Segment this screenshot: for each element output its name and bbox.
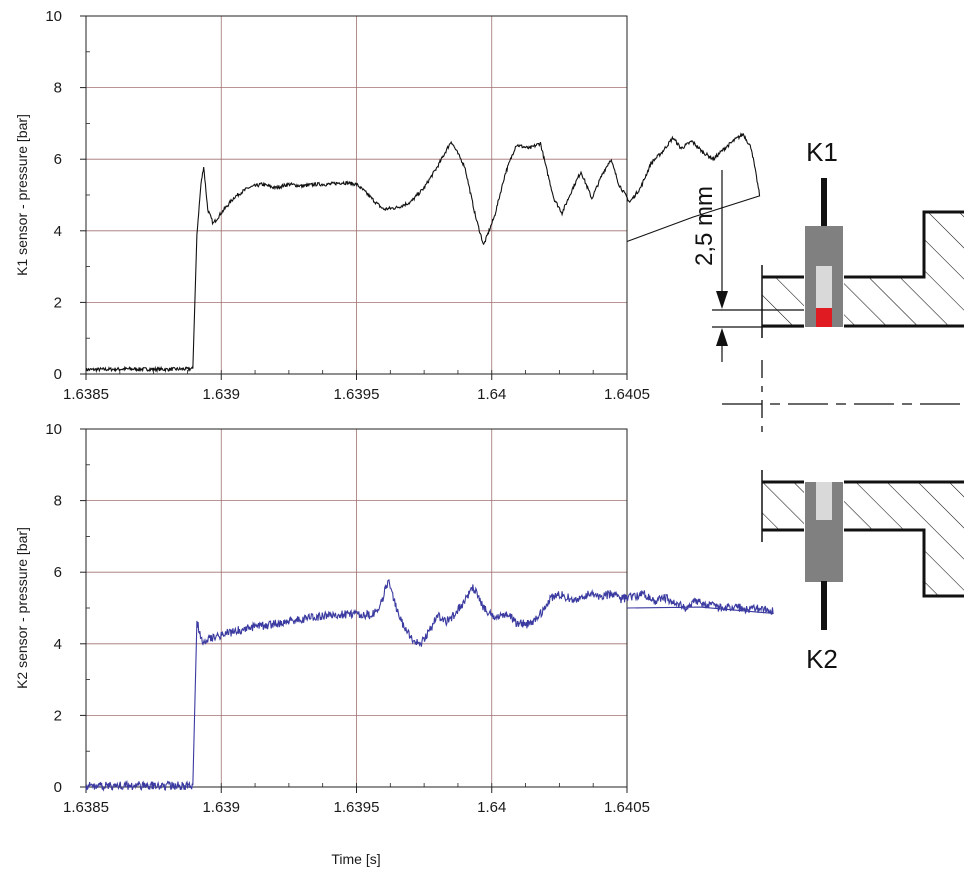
- dimension-label: 2,5 mm: [691, 186, 718, 266]
- chart2-grid: [86, 429, 627, 787]
- chart2-ytick-label: 4: [54, 636, 62, 653]
- chart2-ytick-label: 8: [54, 493, 62, 510]
- chart1-ytick-label: 0: [54, 366, 62, 383]
- chart1-ytick-label: 8: [54, 80, 62, 97]
- dimension-arrow-up: [716, 328, 728, 346]
- upper-wall-section: [762, 212, 964, 326]
- chart1-minor-ticks: [80, 15, 628, 380]
- chart2-xtick-label: 1.6385: [63, 799, 109, 816]
- k2-label: K2: [806, 644, 838, 674]
- chart1-ytick-label: 4: [54, 223, 62, 240]
- chart2-xtick-label: 1.64: [477, 799, 506, 816]
- chart1-xtick-label: 1.6385: [63, 386, 109, 403]
- k1-pressure-series: [85, 132, 761, 374]
- chart2-ytick-label: 10: [45, 421, 62, 438]
- k1-label: K1: [806, 137, 838, 167]
- chart2-y-axis-label: K2 sensor - pressure [bar]: [14, 527, 30, 689]
- k1-sensor-tip: [816, 266, 832, 308]
- chart2-ytick-label: 2: [54, 707, 62, 724]
- k1-pressure-chart: 0 2 4 6 8 10 1.6385 1.639 1.6395 1.64 1.6405 K1 s…: [14, 8, 761, 403]
- lower-wall-section: [762, 482, 964, 596]
- chart1-xtick-label: 1.6405: [604, 386, 650, 403]
- chart2-ytick-label: 6: [54, 564, 62, 581]
- chart2-minor-ticks: [80, 428, 628, 793]
- chart2-xtick-label: 1.639: [202, 799, 240, 816]
- k2-pressure-chart: 0 2 4 6 8 10 1.6385 1.639 1.6395 1.64 1.6405 K2 s…: [14, 421, 774, 867]
- dimension-arrow-down: [716, 291, 728, 309]
- chart1-xtick-label: 1.639: [202, 386, 240, 403]
- lower-wall-outline: [762, 480, 964, 598]
- chart1-ytick-label: 2: [54, 294, 62, 311]
- upper-wall-outline: [762, 210, 964, 328]
- chart2-xtick-label: 1.6405: [604, 799, 650, 816]
- chart1-ytick-label: 6: [54, 151, 62, 168]
- chart1-xtick-label: 1.6395: [334, 386, 380, 403]
- chart2-xtick-label: 1.6395: [334, 799, 380, 816]
- chart1-ytick-label: 10: [45, 8, 62, 25]
- k2-pressure-series: [85, 579, 774, 792]
- chart1-grid: [86, 16, 627, 374]
- chart2-ytick-label: 0: [54, 779, 62, 796]
- k2-sensor-tip: [816, 482, 832, 520]
- chart1-xtick-label: 1.64: [477, 386, 506, 403]
- chart1-y-axis-label: K1 sensor - pressure [bar]: [14, 114, 30, 276]
- chart2-x-axis-label: Time [s]: [331, 851, 380, 867]
- k1-active-membrane: [816, 308, 832, 327]
- sensor-section-diagram: 2,5 mm K1 K2: [691, 137, 964, 674]
